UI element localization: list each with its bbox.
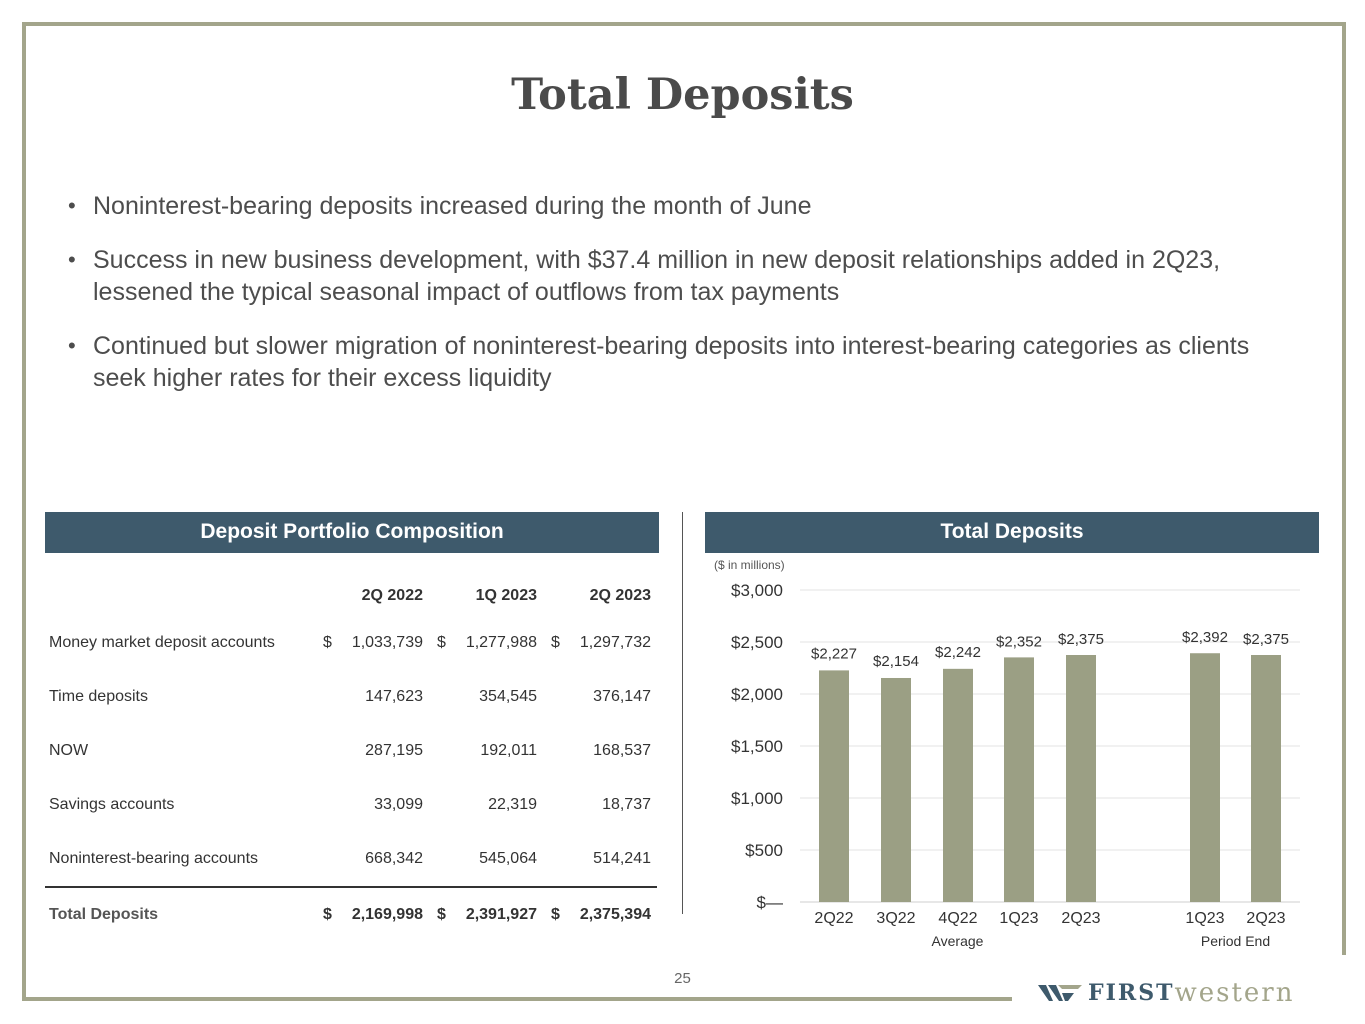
y-tick-label: $2,500 (731, 633, 783, 652)
units-label: ($ in millions) (714, 558, 785, 572)
table-header-row: 2Q 2022 1Q 2023 2Q 2023 (45, 576, 657, 616)
bullet-icon: • (68, 193, 76, 218)
y-tick-label: $1,500 (731, 737, 783, 756)
x-tick-label: 1Q23 (999, 910, 1038, 927)
bar (1251, 655, 1281, 902)
total-deposits-header: Total Deposits (705, 512, 1319, 553)
cell-value: 287,195 (365, 742, 423, 759)
logo-w-icon (1038, 985, 1082, 1001)
currency-symbol: $ (315, 886, 337, 942)
cell-value: 514,241 (593, 850, 651, 867)
column-header: 1Q 2023 (475, 587, 537, 604)
total-deposits-chart: $— $500 $1,000 $1,500 $2,000 $2,500 $3,000 $2,2… (731, 581, 1300, 949)
table-row: NOW 287,195 192,011 168,537 (45, 724, 657, 778)
column-header: 2Q 2023 (589, 587, 651, 604)
table-row: Noninterest-bearing accounts 668,342 545… (45, 832, 657, 887)
data-label: $2,392 (1182, 629, 1228, 646)
table-total-row: Total Deposits $ 2,169,998 $ 2,391,927 $… (45, 886, 657, 942)
data-label: $2,375 (1058, 631, 1104, 648)
y-tick-label: $1,000 (731, 789, 783, 808)
data-label: $2,242 (935, 644, 981, 661)
bar (943, 668, 973, 902)
row-label: Savings accounts (49, 796, 175, 813)
row-label: Time deposits (49, 688, 148, 705)
row-label: Money market deposit accounts (49, 634, 275, 651)
row-label: Total Deposits (45, 886, 315, 942)
cell-value: 2,375,394 (565, 886, 657, 942)
bullet-text: Noninterest-bearing deposits increased d… (93, 192, 812, 220)
data-label: $2,375 (1243, 631, 1289, 648)
table-row: Money market deposit accounts $ 1,033,73… (45, 616, 657, 670)
cell-value: 376,147 (593, 688, 651, 705)
bullet-item: • Continued but slower migration of nonin… (68, 330, 1268, 394)
bullet-item: • Noninterest-bearing deposits increased … (68, 190, 1268, 222)
bar (1190, 653, 1220, 902)
y-tick-label: $— (757, 893, 783, 912)
x-tick-label: 2Q23 (1246, 910, 1285, 927)
column-header: 2Q 2022 (361, 587, 423, 604)
cell-value: 2,391,927 (451, 886, 543, 942)
bar (1004, 657, 1034, 902)
cell-value: 354,545 (479, 688, 537, 705)
cell-value: 1,297,732 (579, 634, 651, 651)
data-label: $2,154 (873, 653, 919, 670)
panel-divider (682, 512, 683, 914)
cell-value: 168,537 (593, 742, 651, 759)
bullet-text: Continued but slower migration of nonint… (93, 332, 1250, 392)
cell-value: 22,319 (488, 796, 537, 813)
cell-value: 18,737 (602, 796, 651, 813)
data-label: $2,227 (811, 645, 857, 662)
page-number: 25 (674, 970, 691, 987)
cell-value: 33,099 (374, 796, 423, 813)
currency-symbol: $ (429, 886, 451, 942)
y-tick-label: $2,000 (731, 685, 783, 704)
bar (819, 670, 849, 902)
deposit-composition-table: 2Q 2022 1Q 2023 2Q 2023 Money market dep… (45, 576, 657, 942)
y-tick-label: $500 (745, 841, 783, 860)
slide-frame-bottom (22, 997, 1012, 1001)
table-row: Time deposits 147,623 354,545 376,147 (45, 670, 657, 724)
bullet-list: • Noninterest-bearing deposits increased … (68, 190, 1268, 416)
x-tick-label: 1Q23 (1185, 910, 1224, 927)
currency-symbol: $ (437, 634, 446, 651)
x-tick-label: 3Q22 (876, 910, 915, 927)
data-label: $2,352 (996, 633, 1042, 650)
bullet-text: Success in new business development, wit… (93, 246, 1221, 306)
page-title: Total Deposits (511, 70, 854, 120)
cell-value: 192,011 (480, 742, 537, 759)
bullet-item: • Success in new business development, wi… (68, 244, 1268, 308)
bar (1066, 655, 1096, 902)
group-label: Period End (1201, 933, 1270, 949)
bullet-icon: • (68, 247, 76, 272)
logo-western-text: western (1174, 978, 1295, 1008)
cell-value: 147,623 (365, 688, 423, 705)
x-tick-label: 2Q23 (1061, 910, 1100, 927)
currency-symbol: $ (323, 634, 332, 651)
bullet-icon: • (68, 333, 76, 358)
cell-value: 1,033,739 (351, 634, 423, 651)
slide-frame (22, 22, 1346, 1001)
currency-symbol: $ (543, 886, 565, 942)
cell-value: 2,169,998 (337, 886, 429, 942)
y-tick-label: $3,000 (731, 581, 783, 600)
x-tick-label: 2Q22 (814, 910, 853, 927)
cell-value: 1,277,988 (465, 634, 537, 651)
logo-first-text: FIRST (1088, 980, 1175, 1006)
deposit-composition-header: Deposit Portfolio Composition (45, 512, 659, 553)
row-label: NOW (49, 742, 89, 759)
row-label: Noninterest-bearing accounts (49, 850, 259, 867)
cell-value: 668,342 (365, 850, 423, 867)
bar (881, 677, 911, 902)
currency-symbol: $ (551, 634, 560, 651)
table-row: Savings accounts 33,099 22,319 18,737 (45, 778, 657, 832)
company-logo: FIRST western (1038, 978, 1294, 1008)
x-tick-label: 4Q22 (938, 910, 977, 927)
cell-value: 545,064 (479, 850, 537, 867)
group-label: Average (932, 933, 984, 949)
